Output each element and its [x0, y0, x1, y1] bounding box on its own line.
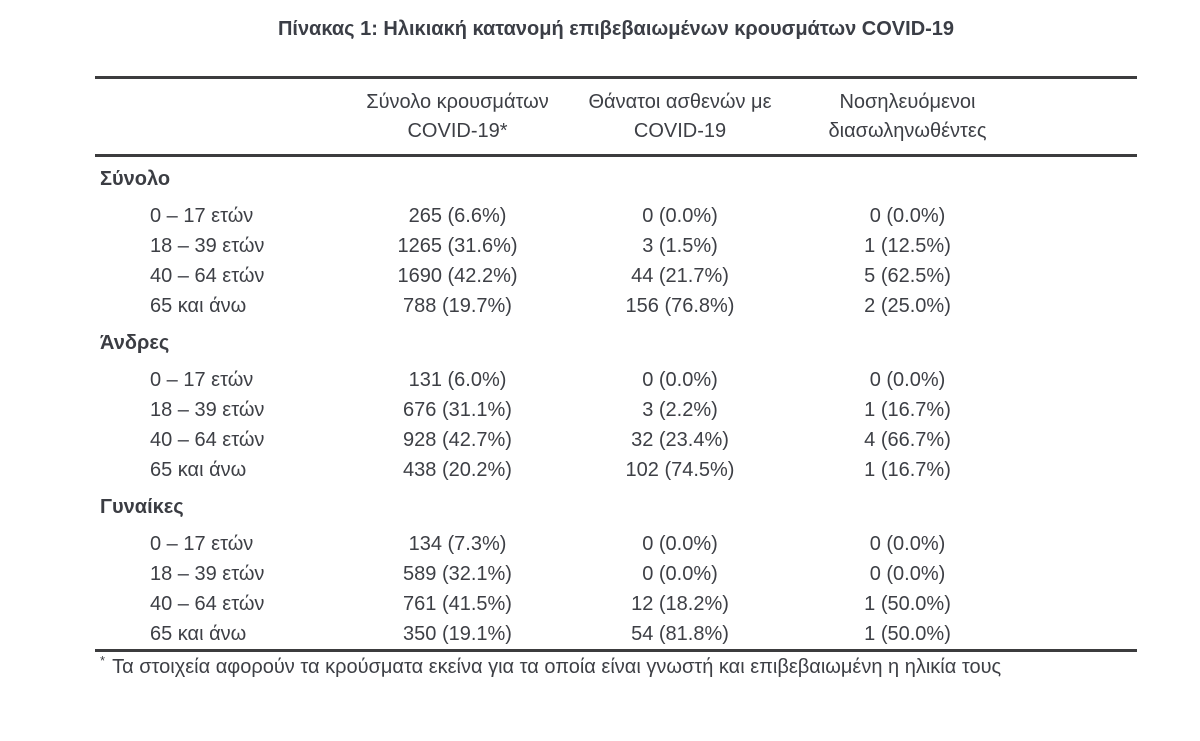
- table-row: 40 – 64 ετών 1690 (42.2%) 44 (21.7%) 5 (…: [95, 261, 1137, 291]
- table-row: 65 και άνω 788 (19.7%) 156 (76.8%) 2 (25…: [95, 291, 1137, 321]
- column-header-cases-line1: Σύνολο κρουσμάτων: [366, 90, 549, 113]
- age-label: 0 – 17 ετών: [150, 204, 254, 227]
- intubated-value: 1 (50.0%): [864, 622, 951, 645]
- cases-value: 438 (20.2%): [403, 458, 512, 481]
- column-header-intubated-line1: Νοσηλευόμενοι: [839, 90, 976, 113]
- table-row: 18 – 39 ετών 589 (32.1%) 0 (0.0%) 0 (0.0…: [95, 559, 1137, 589]
- column-header-intubated: Νοσηλευόμενοι διασωληνωθέντες: [790, 88, 1025, 146]
- deaths-value: 0 (0.0%): [642, 562, 718, 585]
- cases-value: 131 (6.0%): [408, 368, 507, 391]
- section-women: Γυναίκες: [95, 485, 1137, 529]
- table-header-rule: [95, 154, 1137, 157]
- section-label-women: Γυναίκες: [100, 495, 184, 518]
- footnote-asterisk: *: [100, 653, 106, 669]
- intubated-value: 1 (50.0%): [864, 592, 951, 615]
- deaths-value: 156 (76.8%): [625, 294, 735, 317]
- deaths-value: 0 (0.0%): [642, 532, 718, 555]
- section-label-total: Σύνολο: [100, 167, 171, 190]
- table-row: 0 – 17 ετών 131 (6.0%) 0 (0.0%) 0 (0.0%): [95, 365, 1137, 395]
- age-label: 0 – 17 ετών: [150, 532, 254, 555]
- age-label: 0 – 17 ετών: [150, 368, 254, 391]
- cases-value: 1265 (31.6%): [397, 234, 518, 257]
- table-row: 65 και άνω 438 (20.2%) 102 (74.5%) 1 (16…: [95, 455, 1137, 485]
- intubated-value: 1 (16.7%): [864, 398, 951, 421]
- table-footnote: * Τα στοιχεία αφορούν τα κρούσματα εκείνα…: [95, 653, 1137, 679]
- age-label: 18 – 39 ετών: [150, 398, 265, 421]
- cases-value: 265 (6.6%): [408, 204, 507, 227]
- deaths-value: 3 (2.2%): [642, 398, 718, 421]
- intubated-value: 1 (12.5%): [864, 234, 951, 257]
- age-label: 18 – 39 ετών: [150, 234, 265, 257]
- age-label: 40 – 64 ετών: [150, 264, 265, 287]
- intubated-value: 1 (16.7%): [864, 458, 951, 481]
- table-row: 40 – 64 ετών 761 (41.5%) 12 (18.2%) 1 (5…: [95, 589, 1137, 619]
- intubated-value: 4 (66.7%): [864, 428, 951, 451]
- covid-age-distribution-table: Σύνολο κρουσμάτων COVID-19* Θάνατοι ασθε…: [95, 76, 1137, 679]
- intubated-value: 0 (0.0%): [869, 368, 946, 391]
- column-header-deaths: Θάνατοι ασθενών με COVID-19: [570, 88, 790, 146]
- column-header-cases-line2: COVID-19*: [407, 119, 508, 142]
- table-bottom-rule: [95, 649, 1137, 652]
- table-row: 0 – 17 ετών 265 (6.6%) 0 (0.0%) 0 (0.0%): [95, 201, 1137, 231]
- deaths-value: 102 (74.5%): [625, 458, 735, 481]
- intubated-value: 0 (0.0%): [869, 532, 946, 555]
- cases-value: 350 (19.1%): [403, 622, 512, 645]
- deaths-value: 12 (18.2%): [631, 592, 729, 615]
- age-label: 18 – 39 ετών: [150, 562, 265, 585]
- section-total: Σύνολο: [95, 157, 1137, 201]
- deaths-value: 44 (21.7%): [631, 264, 729, 287]
- age-label: 40 – 64 ετών: [150, 428, 265, 451]
- cases-value: 761 (41.5%): [403, 592, 512, 615]
- table-row: 18 – 39 ετών 1265 (31.6%) 3 (1.5%) 1 (12…: [95, 231, 1137, 261]
- column-header-cases: Σύνολο κρουσμάτων COVID-19*: [345, 88, 570, 146]
- age-label: 65 και άνω: [150, 458, 247, 481]
- age-label: 40 – 64 ετών: [150, 592, 265, 615]
- column-header-intubated-line2: διασωληνωθέντες: [828, 119, 987, 142]
- column-header-deaths-line1: Θάνατοι ασθενών με: [588, 90, 772, 113]
- section-men: Άνδρες: [95, 321, 1137, 365]
- table-title: Πίνακας 1: Ηλικιακή κατανομή επιβεβαιωμέ…: [277, 18, 955, 40]
- deaths-value: 3 (1.5%): [642, 234, 718, 257]
- age-label: 65 και άνω: [150, 622, 247, 645]
- deaths-value: 32 (23.4%): [631, 428, 729, 451]
- cases-value: 928 (42.7%): [403, 428, 512, 451]
- intubated-value: 0 (0.0%): [869, 562, 946, 585]
- cases-value: 676 (31.1%): [403, 398, 512, 421]
- table-top-rule: [95, 76, 1137, 79]
- cases-value: 788 (19.7%): [403, 294, 512, 317]
- intubated-value: 5 (62.5%): [864, 264, 951, 287]
- column-header-deaths-line2: COVID-19: [633, 119, 727, 142]
- intubated-value: 0 (0.0%): [869, 204, 946, 227]
- cases-value: 589 (32.1%): [403, 562, 512, 585]
- deaths-value: 0 (0.0%): [642, 368, 718, 391]
- age-label: 65 και άνω: [150, 294, 247, 317]
- table-row: 0 – 17 ετών 134 (7.3%) 0 (0.0%) 0 (0.0%): [95, 529, 1137, 559]
- intubated-value: 2 (25.0%): [864, 294, 951, 317]
- deaths-value: 0 (0.0%): [642, 204, 718, 227]
- footnote-text: Τα στοιχεία αφορούν τα κρούσματα εκείνα …: [112, 656, 1002, 678]
- table-row: 65 και άνω 350 (19.1%) 54 (81.8%) 1 (50.…: [95, 619, 1137, 649]
- section-label-men: Άνδρες: [100, 331, 170, 354]
- table-row: 18 – 39 ετών 676 (31.1%) 3 (2.2%) 1 (16.…: [95, 395, 1137, 425]
- cases-value: 134 (7.3%): [408, 532, 507, 555]
- deaths-value: 54 (81.8%): [631, 622, 729, 645]
- cases-value: 1690 (42.2%): [397, 264, 518, 287]
- table-row: 40 – 64 ετών 928 (42.7%) 32 (23.4%) 4 (6…: [95, 425, 1137, 455]
- table-header-row: Σύνολο κρουσμάτων COVID-19* Θάνατοι ασθε…: [95, 79, 1137, 154]
